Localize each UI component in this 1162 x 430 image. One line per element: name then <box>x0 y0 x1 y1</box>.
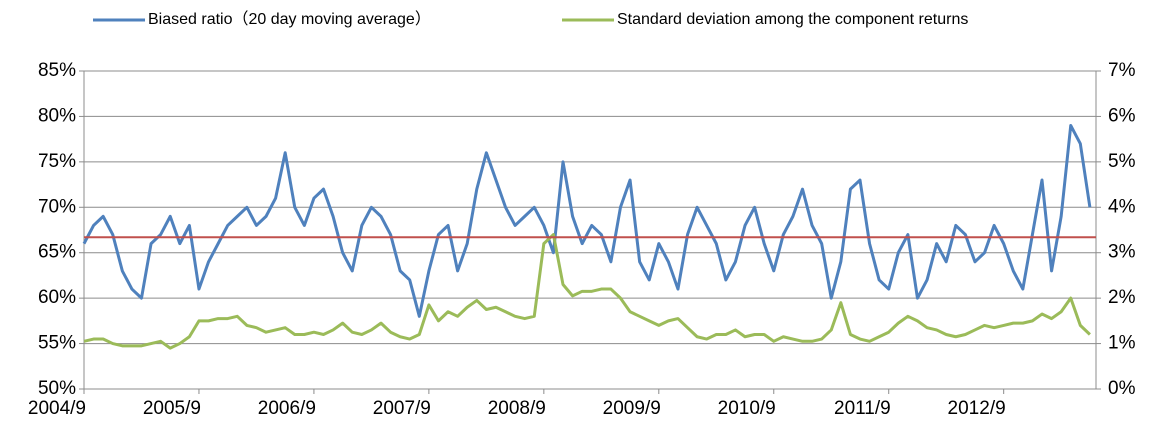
x-tick-label: 2012/9 <box>948 398 1006 419</box>
legend-label: Standard deviation among the component r… <box>617 11 968 28</box>
y2-tick-label: 1% <box>1108 333 1136 354</box>
y-tick-label: 65% <box>38 242 76 263</box>
y2-tick-label: 6% <box>1108 105 1136 126</box>
y2-tick-label: 4% <box>1108 196 1136 217</box>
y-tick-label: 85% <box>38 60 76 81</box>
x-tick-label: 2010/9 <box>718 398 776 419</box>
y-tick-label: 80% <box>38 105 76 126</box>
x-tick-label: 2011/9 <box>834 398 891 419</box>
x-tick-label: 2007/9 <box>373 398 431 419</box>
y-tick-label: 75% <box>38 151 76 172</box>
y2-tick-label: 7% <box>1108 60 1136 81</box>
series-line <box>82 124 1092 318</box>
y2-tick-label: 2% <box>1108 287 1136 308</box>
y2-tick-label: 5% <box>1108 151 1136 172</box>
legend-label: Biased ratio（20 day moving average） <box>148 10 431 28</box>
y-tick-label: 70% <box>38 196 76 217</box>
x-tick-label: 2004/9 <box>28 398 86 419</box>
x-tick-label: 2009/9 <box>603 398 661 419</box>
series-line <box>83 233 1091 350</box>
y-tick-label: 55% <box>38 333 76 354</box>
x-tick-label: 2008/9 <box>488 398 546 419</box>
y-tick-label: 50% <box>38 378 76 399</box>
y-tick-label: 60% <box>38 287 76 308</box>
x-tick-label: 2006/9 <box>258 398 316 419</box>
x-tick-label: 2005/9 <box>143 398 201 419</box>
y2-tick-label: 3% <box>1108 242 1136 263</box>
y2-tick-label: 0% <box>1108 378 1136 399</box>
